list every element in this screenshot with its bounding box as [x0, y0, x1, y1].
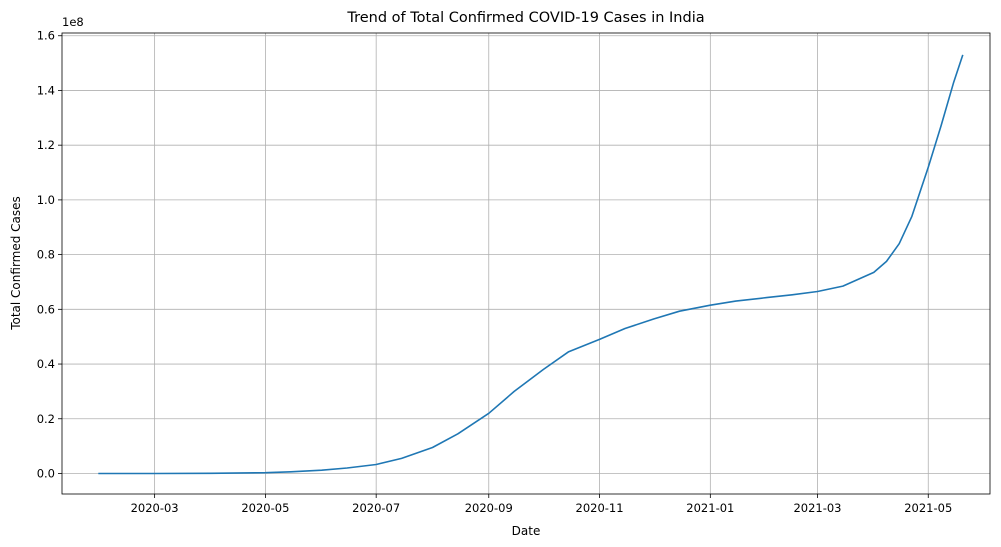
x-tick-label: 2021-05	[904, 501, 952, 515]
plot-frame	[61, 32, 991, 495]
x-tick-label: 2021-03	[793, 501, 841, 515]
x-tick-label: 2020-09	[465, 501, 513, 515]
y-axis-label: Total Confirmed Cases	[9, 196, 23, 331]
y-tick-label: 1.2	[37, 138, 55, 152]
x-tick-label: 2020-07	[352, 501, 400, 515]
x-tick-label: 2020-05	[241, 501, 289, 515]
y-offset-label: 1e8	[62, 15, 84, 29]
x-tick-label: 2020-03	[131, 501, 179, 515]
y-tick-label: 0.4	[37, 357, 55, 371]
y-tick-label: 1.6	[37, 29, 55, 43]
series-layer	[98, 54, 964, 475]
x-tick-label: 2021-01	[686, 501, 734, 515]
chart-title: Trend of Total Confirmed COVID-19 Cases …	[346, 10, 704, 26]
y-tick-label: 0.2	[37, 412, 55, 426]
y-tick-label: 0.0	[37, 466, 55, 480]
x-tick-label: 2020-11	[576, 501, 624, 515]
y-tick-label: 0.8	[37, 248, 55, 262]
series-line-total-confirmed	[98, 54, 964, 475]
y-tick-label: 0.6	[37, 302, 55, 316]
grid	[62, 33, 990, 494]
y-tick-label: 1.4	[37, 83, 55, 97]
x-axis-label: Date	[512, 524, 541, 538]
y-tick-label: 1.0	[37, 193, 55, 207]
ticks: 2020-03 2020-05 2020-07 2020-09 2020-11 2021-…	[37, 29, 953, 515]
